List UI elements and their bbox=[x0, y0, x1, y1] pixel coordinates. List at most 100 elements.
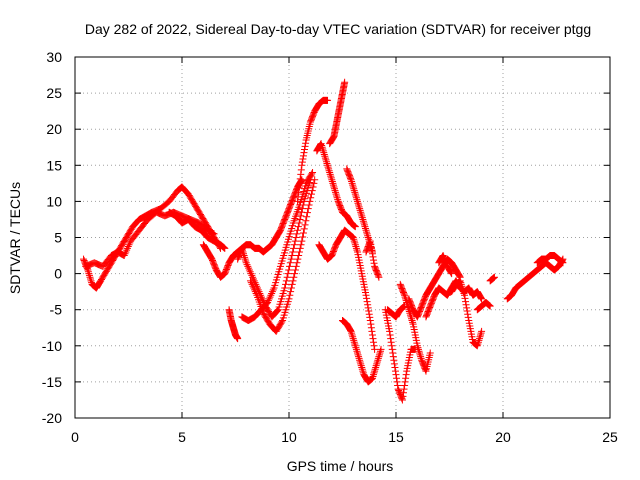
data-point-marker bbox=[389, 353, 397, 361]
x-tick-label: 15 bbox=[388, 429, 404, 445]
data-point-marker bbox=[362, 226, 370, 234]
data-point-marker bbox=[364, 304, 372, 312]
data-point-marker bbox=[415, 347, 423, 355]
data-point-marker bbox=[306, 197, 314, 205]
data-point-marker bbox=[287, 288, 295, 296]
data-point-marker bbox=[285, 266, 293, 274]
data-point-marker bbox=[371, 345, 379, 353]
data-point-marker bbox=[239, 248, 247, 256]
plot-area bbox=[80, 78, 567, 404]
data-point-marker bbox=[367, 320, 375, 328]
data-point-marker bbox=[320, 149, 328, 157]
data-point-marker bbox=[296, 175, 304, 183]
series-arc22 bbox=[435, 252, 456, 278]
data-point-marker bbox=[462, 298, 470, 306]
series-arc25 bbox=[486, 273, 498, 285]
data-point-marker bbox=[282, 277, 290, 285]
data-point-marker bbox=[347, 174, 355, 182]
data-point-marker bbox=[447, 269, 455, 277]
series-arc24 bbox=[473, 298, 494, 314]
data-point-marker bbox=[86, 273, 94, 281]
data-point-marker bbox=[330, 185, 338, 193]
data-point-marker bbox=[286, 291, 294, 299]
data-point-marker bbox=[317, 140, 325, 148]
data-point-marker bbox=[356, 205, 364, 213]
data-point-marker bbox=[368, 250, 376, 258]
data-point-marker bbox=[288, 252, 296, 260]
data-point-marker bbox=[238, 246, 246, 254]
data-point-marker bbox=[358, 365, 366, 373]
data-point-marker bbox=[351, 241, 359, 249]
data-point-marker bbox=[414, 345, 422, 353]
data-point-marker bbox=[325, 165, 333, 173]
data-point-marker bbox=[362, 224, 370, 232]
data-point-marker bbox=[459, 288, 467, 296]
data-point-marker bbox=[369, 372, 377, 380]
data-point-marker bbox=[375, 353, 383, 361]
data-point-marker bbox=[244, 262, 252, 270]
data-point-marker bbox=[391, 363, 399, 371]
data-point-marker bbox=[321, 152, 329, 160]
data-point-marker bbox=[372, 363, 380, 371]
data-point-marker bbox=[249, 273, 257, 281]
data-point-marker bbox=[249, 282, 257, 290]
data-point-marker bbox=[319, 147, 327, 155]
data-point-marker bbox=[408, 315, 416, 323]
data-point-marker bbox=[289, 248, 297, 256]
data-point-marker bbox=[362, 291, 370, 299]
data-point-marker bbox=[460, 291, 468, 299]
data-point-marker bbox=[297, 166, 305, 174]
data-point-marker bbox=[458, 284, 466, 292]
x-tick-label: 10 bbox=[281, 429, 297, 445]
data-point-marker bbox=[297, 241, 305, 249]
data-point-marker bbox=[455, 271, 463, 279]
data-point-marker bbox=[393, 374, 401, 382]
data-point-marker bbox=[258, 295, 266, 303]
data-point-marker bbox=[84, 268, 92, 276]
data-point-marker bbox=[300, 149, 308, 157]
series-arc14 bbox=[339, 317, 385, 386]
data-point-marker bbox=[278, 318, 286, 326]
data-point-marker bbox=[248, 280, 256, 288]
data-point-marker bbox=[352, 345, 360, 353]
data-point-marker bbox=[245, 266, 253, 274]
data-point-marker bbox=[355, 201, 363, 209]
data-point-marker bbox=[358, 212, 366, 220]
data-point-marker bbox=[286, 259, 294, 267]
data-point-marker bbox=[368, 247, 376, 255]
data-point-marker bbox=[286, 262, 294, 270]
data-point-marker bbox=[291, 237, 299, 245]
y-tick-label: -20 bbox=[42, 410, 62, 426]
data-point-marker bbox=[299, 155, 307, 163]
data-point-marker bbox=[124, 243, 132, 251]
data-point-marker bbox=[367, 240, 375, 248]
data-point-marker bbox=[376, 349, 384, 357]
data-point-marker bbox=[458, 282, 466, 290]
axis-ticks: 0 5 10 15 20 25 -20 -15 -10 -5 0 5 10 15 20 25 30 bbox=[42, 49, 618, 445]
data-point-marker bbox=[365, 235, 373, 243]
data-point-marker bbox=[457, 279, 465, 287]
data-point-marker bbox=[309, 183, 317, 191]
data-point-marker bbox=[295, 248, 303, 256]
series-arc11 bbox=[313, 140, 359, 231]
series-arc15 bbox=[343, 165, 376, 256]
data-point-marker bbox=[350, 338, 358, 346]
data-point-marker bbox=[363, 294, 371, 302]
data-point-marker bbox=[351, 342, 359, 350]
data-point-marker bbox=[401, 382, 409, 390]
data-point-marker bbox=[285, 295, 293, 303]
data-point-marker bbox=[387, 335, 395, 343]
data-point-marker bbox=[273, 308, 281, 316]
data-point-marker bbox=[298, 205, 306, 213]
data-point-marker bbox=[301, 146, 309, 154]
data-point-marker bbox=[120, 252, 128, 260]
data-point-marker bbox=[350, 235, 358, 243]
series-arc3 bbox=[165, 208, 229, 252]
data-point-marker bbox=[305, 201, 313, 209]
data-point-marker bbox=[408, 317, 416, 325]
data-point-marker bbox=[298, 176, 306, 184]
y-tick-label: 10 bbox=[46, 193, 62, 209]
data-point-marker bbox=[475, 335, 483, 343]
data-point-marker bbox=[268, 288, 276, 296]
data-point-marker bbox=[349, 333, 357, 341]
